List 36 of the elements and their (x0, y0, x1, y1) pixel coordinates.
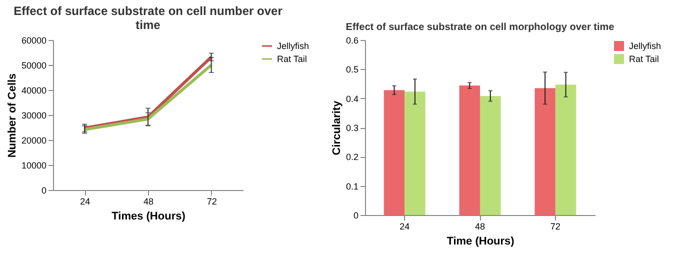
y-tick-label: 0.3 (346, 123, 358, 133)
y-tick-label: 0.1 (346, 181, 358, 192)
bar (384, 90, 405, 215)
x-tick-label: 24 (80, 196, 90, 206)
y-tick-label: 40000 (21, 86, 46, 96)
x-tick-label: 72 (550, 222, 560, 232)
bar (404, 92, 426, 215)
bar (480, 96, 501, 215)
chart-title: Effect of surface substrate on cell number over time (14, 4, 283, 32)
x-tick-label: 24 (400, 222, 410, 232)
legend-label: Jellyfish (277, 41, 310, 51)
y-tick-label: 20000 (21, 136, 46, 146)
y-tick-label: 50000 (21, 60, 46, 70)
y-tick-label: 30000 (21, 110, 46, 120)
y-tick-label: 0.2 (346, 152, 358, 162)
y-tick-label: 0 (353, 210, 358, 220)
y-tick-label: 10000 (21, 160, 46, 170)
chart-title: Effect of surface substrate on cell morphology over time (346, 22, 615, 33)
y-axis-title: Number of Cells (6, 73, 18, 158)
legend-label: Rat Tail (277, 54, 307, 64)
y-tick-label: 0.6 (346, 36, 358, 46)
y-tick-label: 0 (41, 186, 46, 196)
x-tick-label: 48 (474, 222, 486, 232)
bar (534, 88, 556, 215)
x-tick-label: 48 (143, 196, 154, 206)
bar (555, 84, 576, 215)
legend-label: Rat Tail (629, 54, 659, 64)
y-tick-label: 0.5 (346, 64, 358, 75)
y-tick-label: 60000 (21, 36, 46, 46)
x-axis-title: Time (Hours) (446, 236, 515, 248)
x-tick-label: 72 (206, 196, 217, 206)
y-tick-label: 0.4 (346, 94, 358, 104)
bar (459, 86, 480, 215)
y-axis-title: Circularity (330, 100, 343, 156)
legend-label: Jellyfish (629, 41, 662, 51)
x-axis-title: Times (Hours) (112, 210, 186, 222)
